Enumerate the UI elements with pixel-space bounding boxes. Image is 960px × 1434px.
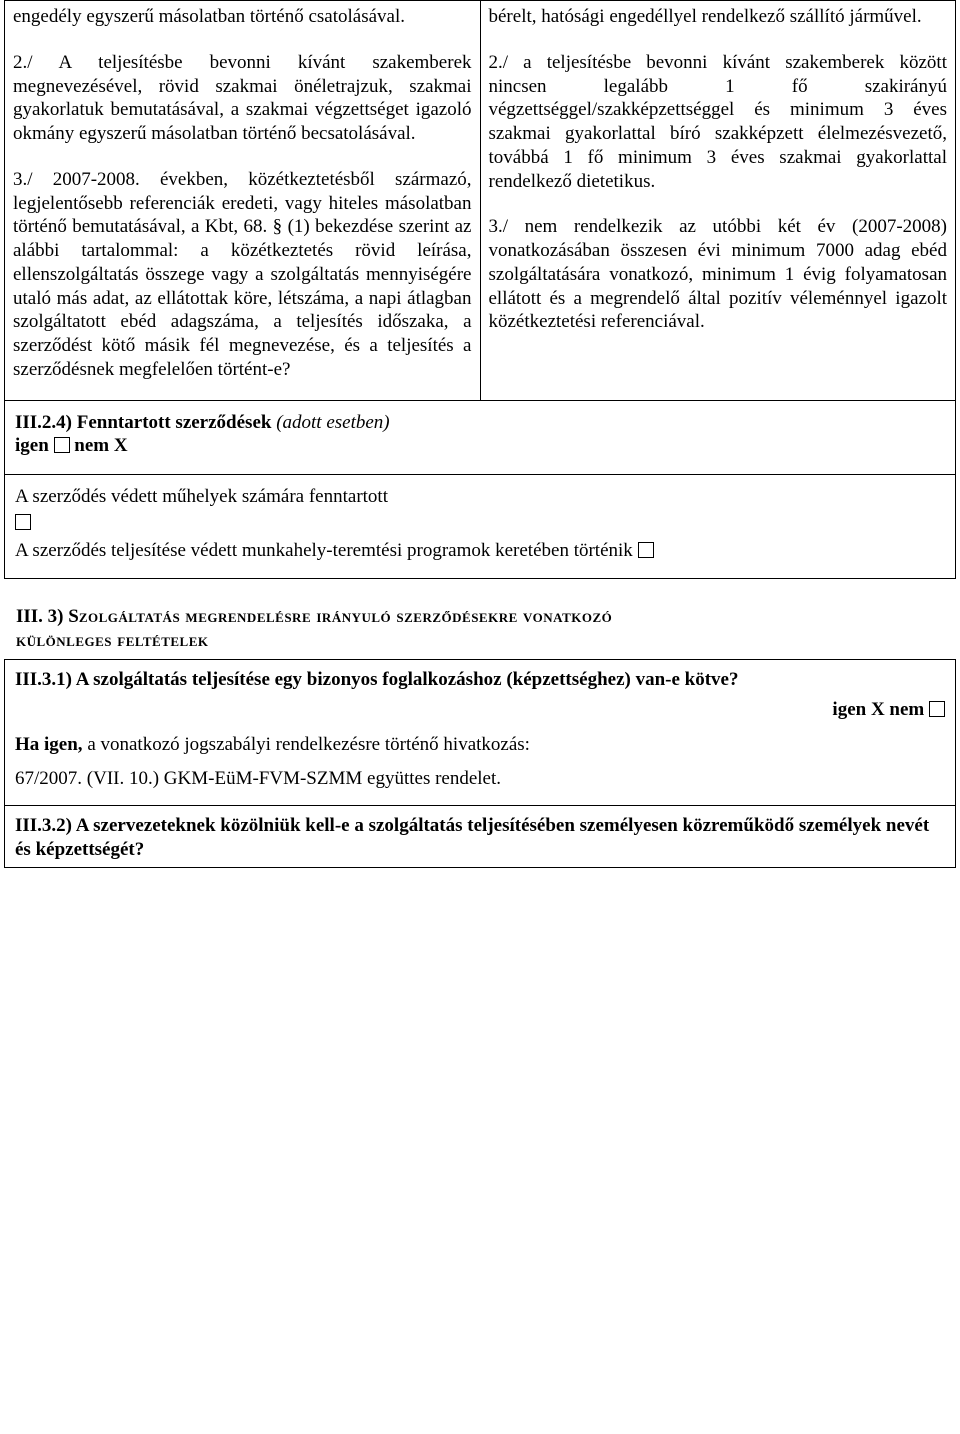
box1-title-italic: (adott esetben) [276, 412, 389, 433]
iii31-regulation: 67/2007. (VII. 10.) GKM-EüM-FVM-SZMM egy… [15, 767, 945, 791]
iii32-question: III.3.2) A szervezeteknek közölniük kell… [15, 814, 945, 862]
protected-line1: A szerződés védett műhelyek számára fenn… [15, 485, 945, 509]
iii31-ref-line: Ha igen, a vonatkozó jogszabályi rendelk… [15, 733, 945, 757]
box-iii-3-2: III.3.2) A szervezeteknek közölniük kell… [5, 805, 956, 868]
box1-igen: igen [15, 435, 54, 456]
protected-line2: A szerződés teljesítése védett munkahely… [15, 539, 945, 563]
box-iii-3-table: III.3.1) A szolgáltatás teljesítése egy … [4, 659, 956, 869]
heading-prefix: III. 3) S [16, 606, 79, 627]
iii31-yesno-text: igen X nem [832, 699, 929, 720]
iii31-yesno: igen X nem [15, 698, 945, 722]
box-iii-3-1: III.3.1) A szolgáltatás teljesítése egy … [5, 659, 956, 805]
requirements-table: engedély egyszerű másolatban történő csa… [4, 0, 956, 579]
right-par3: 3./ nem rendelkezik az utóbbi két év (20… [489, 215, 948, 334]
heading-iii-3: III. 3) Szolgáltatás megrendelésre irány… [16, 605, 956, 653]
box1-title-bold: III.2.4) Fenntartott szerződések [15, 412, 276, 433]
checkbox-icon[interactable] [15, 514, 31, 530]
right-par2: 2./ a teljesítésbe bevonni kívánt szakem… [489, 51, 948, 194]
box-protected: A szerződés védett műhelyek számára fenn… [5, 475, 956, 579]
heading-rest-a: zolgáltatás megrendelésre irányuló szerz… [79, 606, 612, 627]
left-par3: 3./ 2007-2008. években, közétkeztetésből… [13, 168, 472, 382]
box1-yesno: igen nem X [15, 434, 945, 458]
protected-text2: A szerződés teljesítése védett munkahely… [15, 540, 638, 561]
iii31-haigen: Ha igen, [15, 734, 87, 755]
right-par1: bérelt, hatósági engedéllyel rendelkező … [489, 5, 948, 29]
protected-text1: A szerződés védett műhelyek számára fenn… [15, 486, 388, 507]
checkbox-icon[interactable] [638, 542, 654, 558]
left-par2: 2./ A teljesítésbe bevonni kívánt szakem… [13, 51, 472, 146]
iii31-ref-text: a vonatkozó jogszabályi rendelkezésre tö… [87, 734, 530, 755]
heading-rest-b: különleges feltételek [16, 630, 209, 651]
box1-title-row: III.2.4) Fenntartott szerződések (adott … [15, 411, 945, 435]
left-cell: engedély egyszerű másolatban történő csa… [5, 1, 481, 401]
box1-nem: nem X [70, 435, 128, 456]
left-par1: engedély egyszerű másolatban történő csa… [13, 5, 472, 29]
checkbox-icon[interactable] [54, 437, 70, 453]
checkbox-icon[interactable] [929, 701, 945, 717]
box-fenntartott: III.2.4) Fenntartott szerződések (adott … [5, 400, 956, 475]
right-cell: bérelt, hatósági engedéllyel rendelkező … [480, 1, 956, 401]
iii31-question: III.3.1) A szolgáltatás teljesítése egy … [15, 668, 945, 692]
